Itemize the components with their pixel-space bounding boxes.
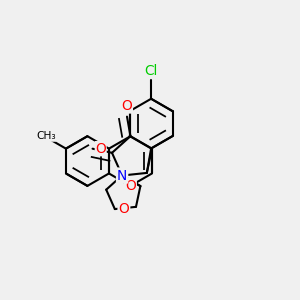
Text: Cl: Cl (144, 64, 158, 78)
Text: N: N (117, 169, 127, 182)
Text: O: O (95, 142, 106, 156)
Text: O: O (125, 179, 136, 193)
Text: O: O (118, 202, 129, 216)
Text: CH₃: CH₃ (36, 131, 56, 141)
Text: O: O (122, 99, 132, 113)
